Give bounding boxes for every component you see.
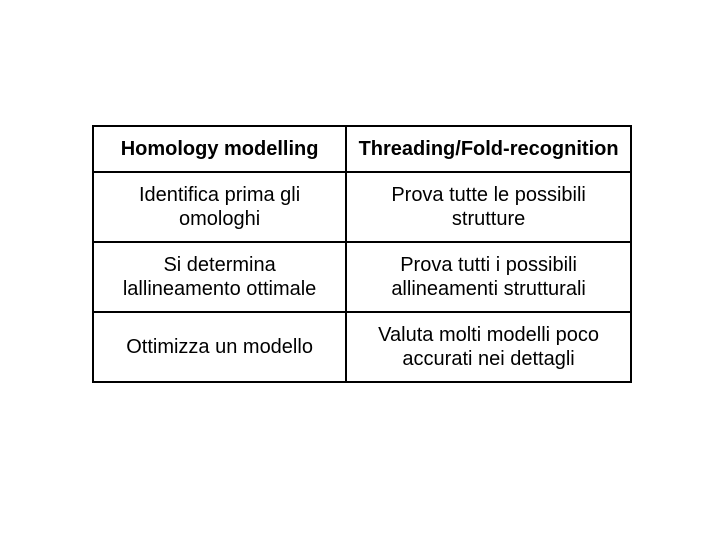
table-row: Ottimizza un modello Valuta molti modell… [93,312,631,382]
comparison-table: Homology modelling Threading/Fold-recogn… [92,125,632,383]
cell-threading-3: Valuta molti modelli poco accurati nei d… [346,312,631,382]
col-header-threading: Threading/Fold-recognition [346,126,631,172]
col-header-homology: Homology modelling [93,126,346,172]
cell-homology-1: Identifica prima gli omologhi [93,172,346,242]
slide-canvas: Homology modelling Threading/Fold-recogn… [0,0,720,540]
table-row: Identifica prima gli omologhi Prova tutt… [93,172,631,242]
cell-homology-2: Si determina lallineamento ottimale [93,242,346,312]
cell-homology-3: Ottimizza un modello [93,312,346,382]
cell-threading-1: Prova tutte le possibili strutture [346,172,631,242]
table-row: Si determina lallineamento ottimale Prov… [93,242,631,312]
table-header-row: Homology modelling Threading/Fold-recogn… [93,126,631,172]
cell-threading-2: Prova tutti i possibili allineamenti str… [346,242,631,312]
